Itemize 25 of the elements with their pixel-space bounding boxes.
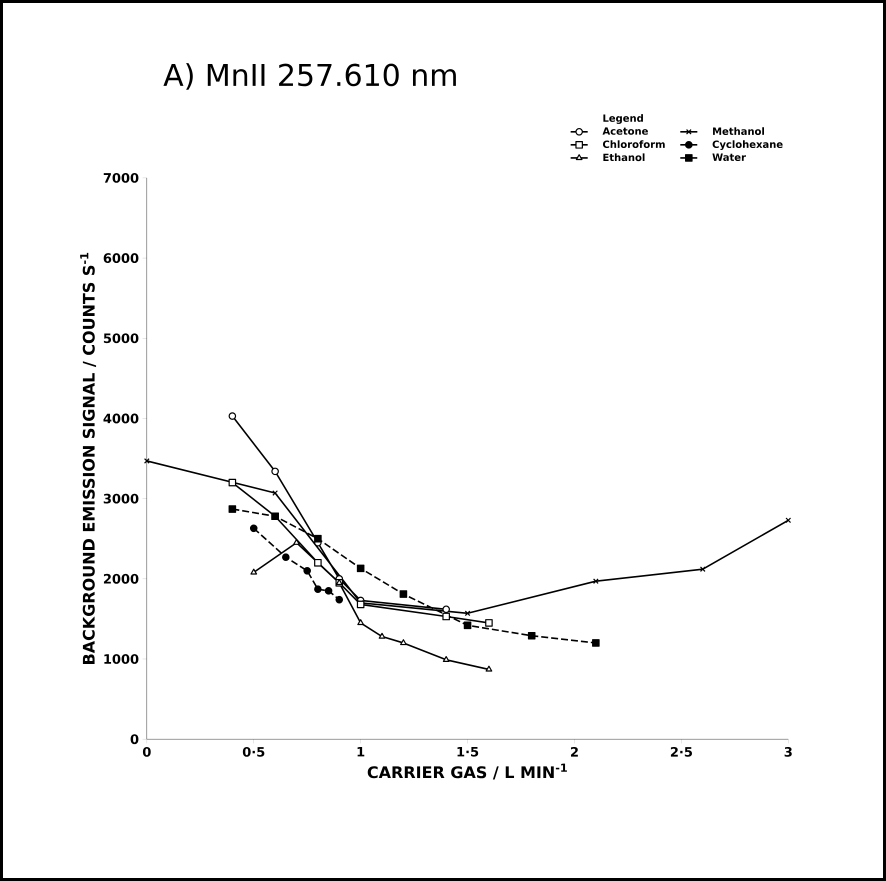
x-tick-label: 0·5 (242, 746, 264, 757)
y-tick-label: 3000 (104, 494, 138, 504)
legend-label: Chloroform (602, 140, 665, 148)
y-tick-label: 1000 (104, 654, 138, 664)
x-tick-label: 2·5 (670, 746, 692, 757)
legend-label: Cyclohexane (712, 140, 783, 150)
x-axis-title: CARRIER GAS / L MIN$^{-1}$ (368, 764, 567, 780)
y-tick-label: 6000 (104, 253, 138, 263)
y-tick-label: 5000 (104, 333, 138, 344)
legend-label: Methanol (713, 127, 764, 135)
legend-title: Legend (603, 114, 643, 124)
x-tick-label: 1 (358, 746, 364, 756)
legend-label: Water (712, 154, 746, 161)
legend-label: Ethanol (603, 153, 644, 162)
y-axis-title: BACKGROUND EMISSION SIGNAL / COUNTS S$^{-1}$ (80, 252, 96, 664)
chart-title: A) MnII 257.610 nm (163, 63, 456, 90)
x-tick-label: 2 (570, 746, 578, 757)
y-tick-label: 2000 (104, 574, 138, 584)
x-tick-label: 3 (784, 746, 792, 757)
y-tick-label: 7000 (104, 172, 138, 183)
y-tick-label: 0 (130, 734, 138, 744)
y-tick-label: 4000 (103, 414, 138, 424)
x-tick-label: 1·5 (458, 746, 478, 757)
x-tick-label: 0 (142, 746, 151, 757)
legend-label: Acetone (602, 127, 648, 135)
